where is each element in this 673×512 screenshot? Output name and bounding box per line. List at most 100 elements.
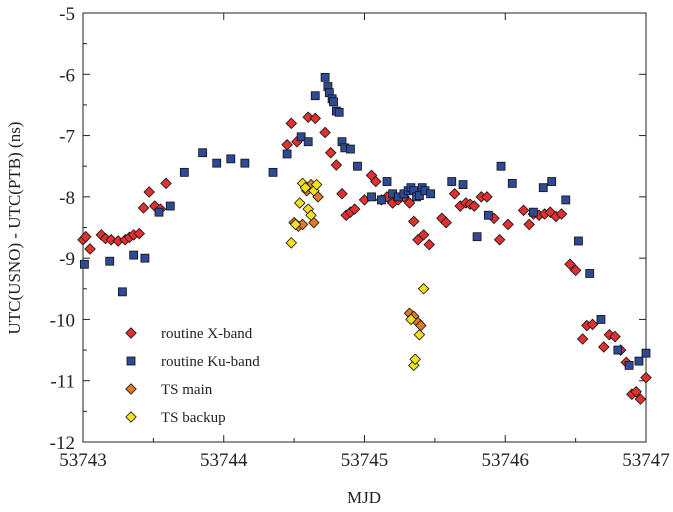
y-tick-label: -10 <box>50 310 75 331</box>
data-point <box>367 192 376 202</box>
data-point <box>285 237 298 249</box>
data-point <box>80 230 92 243</box>
legend-label: TS backup <box>161 410 226 426</box>
data-point <box>609 330 621 343</box>
data-point <box>538 183 548 193</box>
data-point <box>613 345 623 355</box>
data-point <box>137 202 150 214</box>
data-point <box>336 188 348 200</box>
data-point <box>105 233 117 246</box>
data-point <box>555 208 568 220</box>
data-point <box>447 177 457 186</box>
data-point <box>289 218 302 231</box>
data-point <box>561 195 571 205</box>
data-point <box>483 210 493 220</box>
data-point <box>448 188 461 200</box>
data-point <box>212 158 222 168</box>
data-point <box>320 72 330 82</box>
data-point <box>129 250 139 260</box>
data-point <box>405 313 417 326</box>
data-point <box>641 348 651 358</box>
data-point <box>319 126 331 139</box>
y-tick-label: -12 <box>50 433 75 454</box>
data-point <box>376 195 386 205</box>
y-tick-label: -9 <box>59 249 75 270</box>
y-tick-label: -6 <box>59 65 75 86</box>
legend-marker <box>125 383 137 395</box>
data-point <box>353 161 362 171</box>
data-point <box>407 215 420 228</box>
x-tick-label: 53745 <box>341 450 389 471</box>
data-point <box>413 328 426 341</box>
data-point <box>281 138 293 151</box>
data-point <box>598 341 610 353</box>
data-point <box>574 236 583 246</box>
data-point <box>80 259 89 269</box>
data-point <box>544 206 557 218</box>
data-point <box>417 283 430 295</box>
y-tick-label: -5 <box>59 4 75 25</box>
x-tick-label: 53747 <box>622 450 670 471</box>
data-point <box>160 177 172 190</box>
data-point <box>417 229 430 241</box>
data-point <box>226 154 236 164</box>
data-point <box>310 178 323 191</box>
data-point <box>105 256 115 266</box>
data-point <box>547 177 557 186</box>
data-point <box>472 232 482 242</box>
data-point <box>624 360 634 370</box>
data-point <box>285 117 298 130</box>
data-point <box>382 177 392 186</box>
data-point <box>458 180 468 190</box>
data-point <box>179 167 189 177</box>
data-point <box>154 207 164 217</box>
data-point <box>426 189 436 199</box>
data-point <box>140 253 150 263</box>
data-point <box>493 233 506 246</box>
axis-ticks: 53743 53744 53745 53746 53747 -12 -11 -10 -9 -8 -7… <box>50 4 670 471</box>
data-point <box>564 258 576 271</box>
data-point <box>268 167 278 177</box>
data-point <box>330 159 343 171</box>
plot-frame <box>82 12 647 443</box>
legend-label: routine X-band <box>161 326 253 342</box>
data-point <box>481 191 493 203</box>
data-point <box>310 91 320 101</box>
data-point <box>240 158 250 168</box>
data-point <box>84 243 96 255</box>
data-point <box>409 353 421 366</box>
data-point <box>523 218 535 231</box>
data-point <box>640 371 652 384</box>
x-tick-label: 53744 <box>200 450 248 471</box>
data-point <box>334 107 344 117</box>
y-tick-label: -7 <box>59 127 75 148</box>
data-point <box>529 207 538 217</box>
data-point <box>303 137 313 147</box>
legend-label: TS main <box>161 382 213 398</box>
data-point <box>468 200 481 212</box>
data-point <box>324 146 337 159</box>
y-tick-label: -11 <box>50 372 75 393</box>
x-tick-label: 53743 <box>59 450 107 471</box>
data-point <box>133 227 146 240</box>
data-point <box>569 264 582 277</box>
data-point <box>576 333 589 345</box>
data-point <box>296 132 306 142</box>
data-point <box>348 203 361 215</box>
data-point <box>630 385 642 398</box>
data-point <box>329 97 338 107</box>
data-point <box>293 197 306 209</box>
data-point <box>634 356 644 366</box>
data-point <box>496 161 506 171</box>
x-axis-label: MJD <box>347 488 381 507</box>
data-point <box>423 238 436 251</box>
series-routine-ku-band <box>80 72 651 370</box>
data-point <box>302 111 314 123</box>
y-axis-label: UTC(USNO) - UTC(PTB) (ns) <box>5 122 24 335</box>
data-marks <box>77 72 652 405</box>
legend: routine X-band routine Ku-band TS main TS b… <box>125 326 260 426</box>
data-point <box>507 178 517 188</box>
x-tick-label: 53746 <box>482 450 530 471</box>
legend-label: routine Ku-band <box>161 354 260 370</box>
series-ts-backup <box>285 177 430 372</box>
